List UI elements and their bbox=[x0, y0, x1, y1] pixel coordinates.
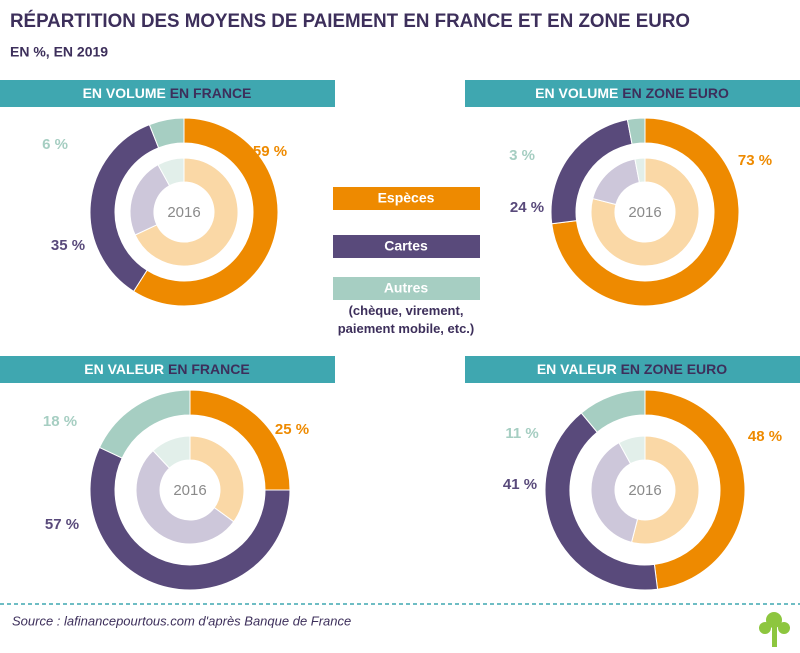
panel-title-measure: EN VALEUR bbox=[537, 361, 621, 377]
inner-label: 2016 bbox=[173, 482, 206, 499]
panel-title-measure: EN VOLUME bbox=[83, 85, 170, 101]
panel-header bbox=[465, 356, 800, 383]
panel-header bbox=[0, 356, 335, 383]
panel-title: EN VOLUME EN FRANCE bbox=[83, 85, 252, 101]
panel-header bbox=[0, 80, 335, 107]
value-label: 73 % bbox=[738, 152, 772, 169]
source: Source : lafinancepourtous.com d'après B… bbox=[12, 613, 351, 628]
inner-label: 2016 bbox=[628, 204, 661, 221]
value-label: 41 % bbox=[503, 476, 537, 493]
inner-segment bbox=[618, 435, 646, 465]
inner-segment bbox=[592, 158, 640, 206]
donut-segment bbox=[132, 117, 279, 307]
donut-segment bbox=[98, 389, 191, 459]
panel-title: EN VALEUR EN ZONE EURO bbox=[537, 361, 727, 377]
panel-title-area: EN ZONE EURO bbox=[621, 361, 728, 377]
donut-segment bbox=[580, 389, 646, 433]
panel-title-measure: EN VOLUME bbox=[535, 85, 622, 101]
inner-label: 2016 bbox=[167, 204, 200, 221]
panel-title: EN VALEUR EN FRANCE bbox=[84, 361, 249, 377]
donut-segment bbox=[551, 117, 740, 307]
inner-segment bbox=[152, 435, 191, 469]
inner-segment bbox=[135, 449, 235, 545]
legend-note: (chèque, virement, paiement mobile, etc.) bbox=[338, 303, 475, 336]
donut-segment bbox=[89, 446, 291, 591]
inner-label: 2016 bbox=[628, 482, 661, 499]
panel-title-area: EN FRANCE bbox=[170, 85, 252, 101]
legend-swatch bbox=[333, 187, 480, 210]
value-label: 3 % bbox=[509, 147, 535, 164]
donut-segment bbox=[148, 117, 185, 149]
panel-title-area: EN ZONE EURO bbox=[622, 85, 729, 101]
legend-swatch bbox=[333, 277, 480, 300]
inner-segment bbox=[630, 435, 700, 545]
donut-segment bbox=[644, 389, 746, 590]
panel-title-measure: EN VALEUR bbox=[84, 361, 168, 377]
value-label: 18 % bbox=[43, 413, 77, 430]
panel-header bbox=[465, 80, 800, 107]
legend-label: Espèces bbox=[378, 190, 435, 206]
donut-segment bbox=[626, 117, 646, 145]
value-label: 24 % bbox=[510, 199, 544, 216]
page-subtitle: EN %, EN 2019 bbox=[10, 44, 108, 60]
value-label: 59 % bbox=[253, 143, 287, 160]
value-label: 57 % bbox=[45, 516, 79, 533]
inner-segment bbox=[590, 441, 639, 543]
panel-title-area: EN FRANCE bbox=[168, 361, 250, 377]
panel-title: EN VOLUME EN ZONE EURO bbox=[535, 85, 729, 101]
legend-label: Autres bbox=[384, 280, 429, 296]
value-label: 6 % bbox=[42, 136, 68, 153]
value-label: 35 % bbox=[51, 237, 85, 254]
inner-segment bbox=[134, 157, 239, 267]
value-label: 25 % bbox=[275, 421, 309, 438]
inner-segment bbox=[189, 435, 245, 523]
value-label: 48 % bbox=[748, 428, 782, 445]
inner-segment bbox=[157, 157, 185, 187]
page-title: RÉPARTITION DES MOYENS DE PAIEMENT EN FR… bbox=[10, 10, 690, 32]
legend-label: Cartes bbox=[384, 238, 428, 254]
inner-segment bbox=[590, 157, 700, 267]
inner-segment bbox=[634, 157, 646, 184]
logo bbox=[759, 612, 790, 647]
legend-swatch bbox=[333, 235, 480, 258]
value-label: 11 % bbox=[505, 425, 538, 442]
